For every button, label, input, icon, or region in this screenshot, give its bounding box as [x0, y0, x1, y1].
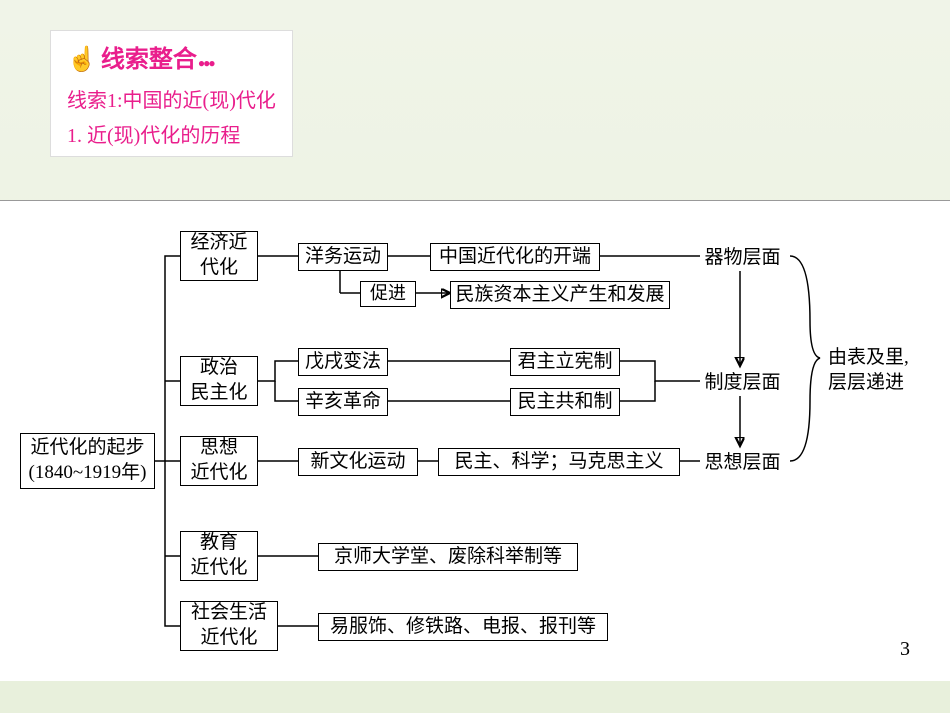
- node-edu: 京师大学堂、废除科举制等: [318, 543, 578, 571]
- chart-area: 近代化的起步 (1840~1919年) 经济近 代化 政治 民主化 思想 近代化…: [0, 200, 950, 681]
- page-number: 3: [900, 638, 910, 661]
- node-open: 中国近代化的开端: [430, 243, 600, 271]
- node-yangwu: 洋务运动: [298, 243, 388, 271]
- node-ideas: 民主、科学；马克思主义: [438, 448, 680, 476]
- header-box: ☝线索整合 ●●● 线索1:中国的近(现)代化 1. 近(现)代化的历程: [50, 30, 293, 157]
- node-xinhai: 辛亥革命: [298, 388, 388, 416]
- summary-line2: 层层递进: [828, 371, 938, 396]
- node-wuxu: 戊戌变法: [298, 348, 388, 376]
- hand-icon: ☝: [67, 45, 97, 74]
- summary-line1: 由表及里,: [828, 346, 938, 371]
- branch-economy: 经济近 代化: [180, 231, 258, 281]
- root-box: 近代化的起步 (1840~1919年): [20, 433, 155, 489]
- layer-institution: 制度层面: [700, 371, 785, 396]
- root-line1: 近代化的起步: [29, 436, 147, 461]
- node-newculture: 新文化运动: [298, 448, 418, 476]
- banner-text: 线索整合: [101, 47, 197, 73]
- node-promote: 促进: [360, 281, 416, 307]
- node-social: 易服饰、修铁路、电报、报刊等: [318, 613, 608, 641]
- node-capitalism: 民族资本主义产生和发展: [450, 281, 670, 309]
- layer-thought: 思想层面: [700, 451, 785, 476]
- node-republic: 民主共和制: [510, 388, 620, 416]
- subtitle-2: 1. 近(现)代化的历程: [67, 119, 276, 148]
- subtitle-1: 线索1:中国的近(现)代化: [67, 84, 276, 113]
- summary-box: 由表及里, 层层递进: [828, 346, 938, 395]
- branch-politics: 政治 民主化: [180, 356, 258, 406]
- root-line2: (1840~1919年): [29, 461, 147, 486]
- branch-social: 社会生活 近代化: [180, 601, 278, 651]
- banner-title: ☝线索整合 ●●●: [67, 39, 276, 74]
- node-constitutional: 君主立宪制: [510, 348, 620, 376]
- branch-education: 教育 近代化: [180, 531, 258, 581]
- dots-icon: ●●●: [197, 56, 214, 70]
- layer-material: 器物层面: [700, 246, 785, 271]
- branch-thought: 思想 近代化: [180, 436, 258, 486]
